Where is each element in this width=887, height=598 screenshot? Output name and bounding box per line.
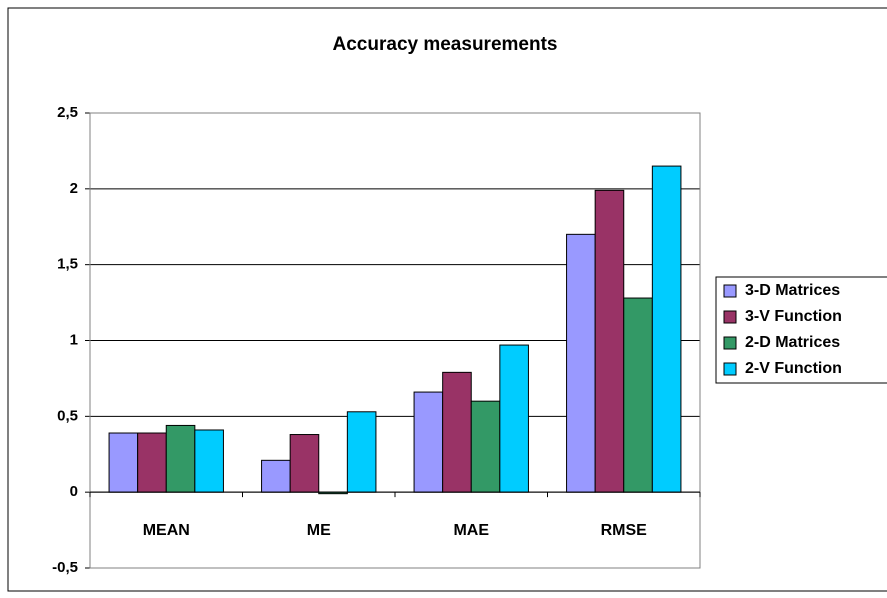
bar	[108, 432, 139, 493]
legend-label: 2-V Function	[745, 360, 842, 377]
y-tick-label: 1,5	[57, 256, 78, 273]
bar	[442, 371, 472, 493]
bar	[623, 297, 653, 493]
bar	[470, 400, 501, 493]
x-tick-label: MAE	[453, 522, 489, 539]
y-tick-label: -0,5	[52, 559, 78, 576]
plot-border	[89, 112, 701, 569]
x-tick-label: ME	[307, 522, 331, 539]
legend-label: 3-D Matrices	[745, 282, 840, 299]
bar	[499, 344, 529, 493]
legend-swatch	[723, 336, 737, 350]
bar	[165, 424, 196, 493]
bar	[651, 165, 682, 493]
legend-swatch	[723, 362, 737, 376]
x-tick-label: RMSE	[601, 522, 648, 539]
bar	[346, 411, 377, 493]
y-tick-label: 0	[70, 483, 78, 500]
legend-swatch	[723, 284, 737, 298]
bar	[566, 233, 596, 493]
bar	[137, 432, 167, 493]
legend-swatch	[723, 310, 737, 324]
y-tick-label: 2	[70, 180, 78, 197]
x-tick-label: MEAN	[143, 522, 190, 539]
y-tick-label: 2,5	[57, 104, 78, 121]
legend-box	[715, 276, 887, 384]
bar	[413, 391, 444, 493]
legend-label: 2-D Matrices	[745, 334, 840, 351]
bar	[289, 434, 320, 493]
bar	[261, 459, 291, 493]
legend-label: 3-V Function	[745, 308, 842, 325]
chart-title: Accuracy measurements	[333, 34, 558, 55]
bar	[594, 189, 625, 493]
y-tick-label: 0,5	[57, 407, 78, 424]
y-tick-label: 1	[70, 331, 78, 348]
bar	[194, 429, 224, 493]
